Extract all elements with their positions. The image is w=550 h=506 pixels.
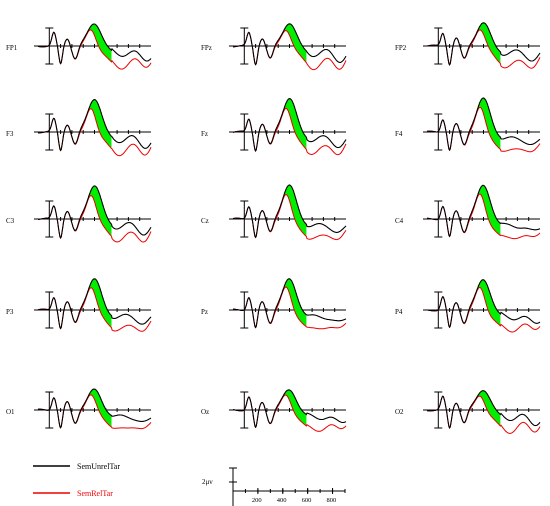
difference-shading — [83, 278, 112, 328]
difference-shading — [472, 22, 501, 64]
electrode-panel-fp1: FP1 — [6, 23, 152, 70]
electrode-label: Oz — [201, 408, 209, 416]
electrode-label: C3 — [6, 217, 15, 225]
electrode-label: FPz — [201, 44, 212, 52]
electrode-label: O2 — [395, 408, 404, 416]
scale-time-tick-label: 800 — [327, 497, 337, 504]
series-line-semunreltar — [426, 390, 541, 430]
electrode-panels: FP1 FPz FP2 F3 Fz F4 C3 Cz C4 P3 Pz P4 O1 Oz O2 — [6, 22, 541, 434]
electrode-panel-oz: Oz — [201, 389, 347, 432]
series-line-semunreltar — [232, 278, 347, 329]
electrode-panel-fz: Fz — [201, 98, 347, 156]
electrode-panel-pz: Pz — [201, 278, 347, 330]
electrode-label: C4 — [395, 217, 404, 225]
electrode-panel-p3: P3 — [6, 278, 152, 332]
electrode-panel-o2: O2 — [395, 390, 541, 434]
electrode-label: F3 — [6, 130, 14, 138]
electrode-panel-f4: F4 — [395, 97, 541, 153]
series-line-semreltar — [426, 106, 541, 153]
series-line-semunreltar — [37, 278, 152, 330]
electrode-panel-cz: Cz — [201, 184, 347, 241]
electrode-label: FP1 — [6, 44, 18, 52]
series-line-semreltar — [232, 286, 347, 330]
electrode-label: Pz — [201, 308, 208, 316]
scale-time-tick-label: 400 — [277, 497, 287, 504]
electrode-panel-o1: O1 — [6, 388, 152, 430]
series-line-semunreltar — [37, 23, 152, 65]
series-line-semunreltar — [232, 389, 347, 429]
series-line-semreltar — [426, 193, 541, 240]
electrode-label: FP2 — [395, 44, 407, 52]
series-line-semunreltar — [233, 23, 347, 66]
legend-label-related: SemRelTar — [77, 489, 113, 498]
difference-shading — [278, 389, 307, 426]
difference-shading — [83, 389, 112, 427]
scale-time-tick-label: 200 — [252, 497, 262, 504]
electrode-panel-f3: F3 — [6, 99, 152, 157]
electrode-panel-c3: C3 — [6, 185, 152, 243]
series-line-semunreltar — [426, 97, 541, 152]
series-line-semunreltar — [232, 184, 347, 239]
electrode-panel-fp2: FP2 — [395, 22, 541, 69]
series-line-semunreltar — [426, 279, 541, 329]
time-scale-key: 2μv 200 400 600 800 — [202, 467, 346, 506]
series-line-semunreltar — [426, 184, 541, 238]
legend-label-unrelated: SemUnrelTar — [77, 462, 120, 471]
series-line-semunreltar — [37, 185, 152, 239]
electrode-label: Cz — [201, 217, 209, 225]
electrode-label: P3 — [6, 308, 14, 316]
scale-amplitude-label: 2μv — [202, 478, 213, 486]
electrode-label: P4 — [395, 308, 403, 316]
legend: SemUnrelTar SemRelTar — [33, 462, 120, 498]
series-line-semunreltar — [426, 22, 541, 66]
series-line-semunreltar — [37, 388, 152, 429]
electrode-panel-fpz: FPz — [201, 23, 347, 71]
difference-shading — [278, 23, 307, 63]
scale-time-tick-label: 600 — [302, 497, 312, 504]
series-line-semunreltar — [232, 98, 347, 152]
electrode-panel-p4: P4 — [395, 279, 541, 333]
electrode-label: F4 — [395, 130, 403, 138]
electrode-panel-c4: C4 — [395, 184, 541, 240]
electrode-label: Fz — [201, 130, 208, 138]
scale-ticks: 200 400 600 800 — [244, 488, 346, 504]
difference-shading — [472, 390, 501, 426]
series-line-semunreltar — [38, 99, 152, 152]
electrode-label: O1 — [6, 408, 15, 416]
